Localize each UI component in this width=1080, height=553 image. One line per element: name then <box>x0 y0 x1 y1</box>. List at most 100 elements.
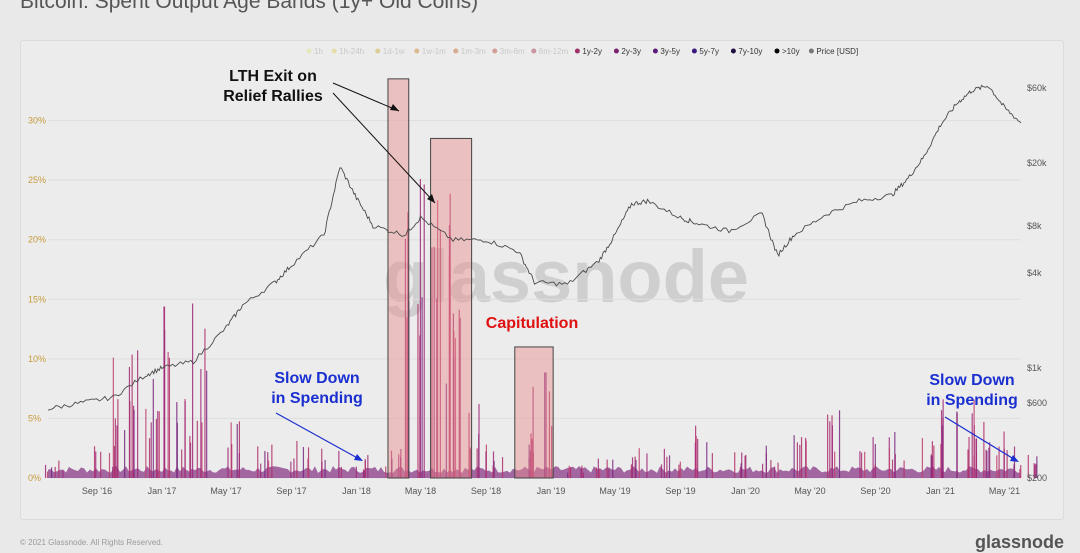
legend-swatch <box>492 48 498 54</box>
x-tick-label: Sep '20 <box>860 486 890 496</box>
x-tick-label: Jan '20 <box>731 486 760 496</box>
annotation-line: in Spending <box>926 392 1018 409</box>
highlight-box <box>387 78 410 479</box>
y-left-tick-label: 30% <box>28 116 46 126</box>
annotation-line: Capitulation <box>486 315 578 332</box>
legend-swatch <box>306 48 312 54</box>
y-right-tick-label: $1k <box>1027 363 1042 373</box>
annotation-line: LTH Exit on <box>229 68 317 85</box>
legend-label: 3m-6m <box>500 47 525 56</box>
y-right-tick-label: $20k <box>1027 158 1047 168</box>
legend-swatch <box>613 48 619 54</box>
y-left-tick-label: 5% <box>28 413 41 423</box>
price-line-path <box>47 84 1022 411</box>
axes: 0% 5% 10% 15% 20% 25% 30% $200 $600 $1k $4k $8k $20k… <box>28 83 1047 496</box>
legend[interactable]: 1h 1h-24h 1d-1w 1w-1m 1m-3m 3m-6m 6m-12m 1y-2y 2… <box>306 47 859 56</box>
annotation-slowdown-left: Slow Down in Spending <box>271 370 363 461</box>
y-right-tick-label: $200 <box>1027 473 1047 483</box>
legend-swatch <box>375 48 381 54</box>
legend-swatch <box>730 48 736 54</box>
legend-swatch <box>774 48 780 54</box>
legend-item[interactable]: 3y-5y <box>652 47 680 56</box>
arrow-head <box>390 104 399 111</box>
legend-swatch <box>414 48 420 54</box>
annotation-line: in Spending <box>271 390 363 407</box>
annotation-arrow <box>944 416 1018 462</box>
x-tick-label: Jan '18 <box>342 486 371 496</box>
annotation-line: Slow Down <box>929 372 1014 389</box>
legend-item[interactable]: 3m-6m <box>492 47 525 56</box>
glassnode-logo: glassnode <box>975 532 1065 552</box>
page-title: Bitcoin: Spent Output Age Bands (1y+ Old… <box>20 0 479 13</box>
legend-label: 1d-1w <box>383 47 405 56</box>
chart-panel: glassnode 0% 5% 10% 15% 20% 25% 30% $200 $600 $1k… <box>20 40 1064 520</box>
legend-item[interactable]: 1d-1w <box>375 47 405 56</box>
legend-item[interactable]: 5y-7y <box>691 47 719 56</box>
x-tick-label: Sep '17 <box>276 486 306 496</box>
legend-swatch <box>691 48 697 54</box>
legend-label: 1y-2y <box>582 47 602 56</box>
y-left-tick-label: 15% <box>28 294 46 304</box>
legend-swatch <box>331 48 337 54</box>
annotations: LTH Exit on Relief Rallies Capitulation Slo… <box>223 68 1019 462</box>
y-left-tick-label: 25% <box>28 175 46 185</box>
y-right-tick-label: $4k <box>1027 268 1042 278</box>
x-tick-label: Jan '19 <box>537 486 566 496</box>
legend-item[interactable]: 2y-3y <box>613 47 641 56</box>
annotation-capitulation: Capitulation <box>486 315 578 332</box>
y-right-tick-label: $60k <box>1027 83 1047 93</box>
spending-area <box>44 179 1038 478</box>
chart-svg: glassnode 0% 5% 10% 15% 20% 25% 30% $200 $600 $1k… <box>28 47 1047 496</box>
y-right-tick-label: $600 <box>1027 398 1047 408</box>
legend-label: >10y <box>782 47 800 56</box>
legend-label: Price [USD] <box>816 47 858 56</box>
legend-item[interactable]: 1m-3m <box>453 47 486 56</box>
annotation-arrow <box>332 82 400 112</box>
x-tick-label: May '21 <box>989 486 1020 496</box>
legend-item[interactable]: 1h <box>306 47 323 56</box>
arrow-head <box>354 454 363 461</box>
arrow-head <box>1010 455 1019 462</box>
x-tick-label: May '19 <box>599 486 630 496</box>
y-left-tick-label: 10% <box>28 354 46 364</box>
watermark-text: glassnode <box>383 235 749 318</box>
legend-swatch <box>652 48 658 54</box>
legend-label: 5y-7y <box>699 47 719 56</box>
legend-label: 1m-3m <box>461 47 486 56</box>
x-tick-label: Sep '18 <box>471 486 501 496</box>
annotation-line: Slow Down <box>274 370 359 387</box>
legend-item[interactable]: 1h-24h <box>331 47 364 56</box>
highlight-box <box>514 346 554 479</box>
y-left-tick-label: 0% <box>28 473 41 483</box>
legend-item[interactable]: 6m-12m <box>531 47 568 56</box>
x-tick-label: May '17 <box>210 486 241 496</box>
legend-label: 3y-5y <box>660 47 680 56</box>
x-tick-label: May '20 <box>794 486 825 496</box>
annotation-line: Relief Rallies <box>223 88 323 105</box>
annotation-arrow <box>275 412 362 461</box>
legend-label: 1h-24h <box>339 47 364 56</box>
highlight-boxes <box>387 78 554 479</box>
legend-label: 7y-10y <box>738 47 762 56</box>
copyright-text: © 2021 Glassnode. All Rights Reserved. <box>20 538 163 547</box>
legend-item[interactable]: >10y <box>774 47 800 56</box>
annotation-slowdown-right: Slow Down in Spending <box>926 372 1019 462</box>
annotation-arrow <box>332 92 436 204</box>
legend-item[interactable]: 1w-1m <box>414 47 446 56</box>
legend-item[interactable]: Price [USD] <box>808 47 858 56</box>
x-tick-label: Jan '17 <box>148 486 177 496</box>
highlight-box <box>430 137 473 479</box>
legend-item[interactable]: 1y-2y <box>574 47 602 56</box>
x-tick-label: Jan '21 <box>926 486 955 496</box>
arrow-head <box>427 194 435 203</box>
legend-swatch <box>531 48 537 54</box>
legend-item[interactable]: 7y-10y <box>730 47 763 56</box>
legend-label: 1w-1m <box>422 47 446 56</box>
y-left-tick-label: 20% <box>28 235 46 245</box>
legend-label: 2y-3y <box>621 47 641 56</box>
legend-swatch <box>808 48 814 54</box>
legend-label: 1h <box>314 47 323 56</box>
x-tick-label: Sep '16 <box>82 486 112 496</box>
x-tick-label: May '18 <box>405 486 436 496</box>
price-line <box>47 84 1022 411</box>
